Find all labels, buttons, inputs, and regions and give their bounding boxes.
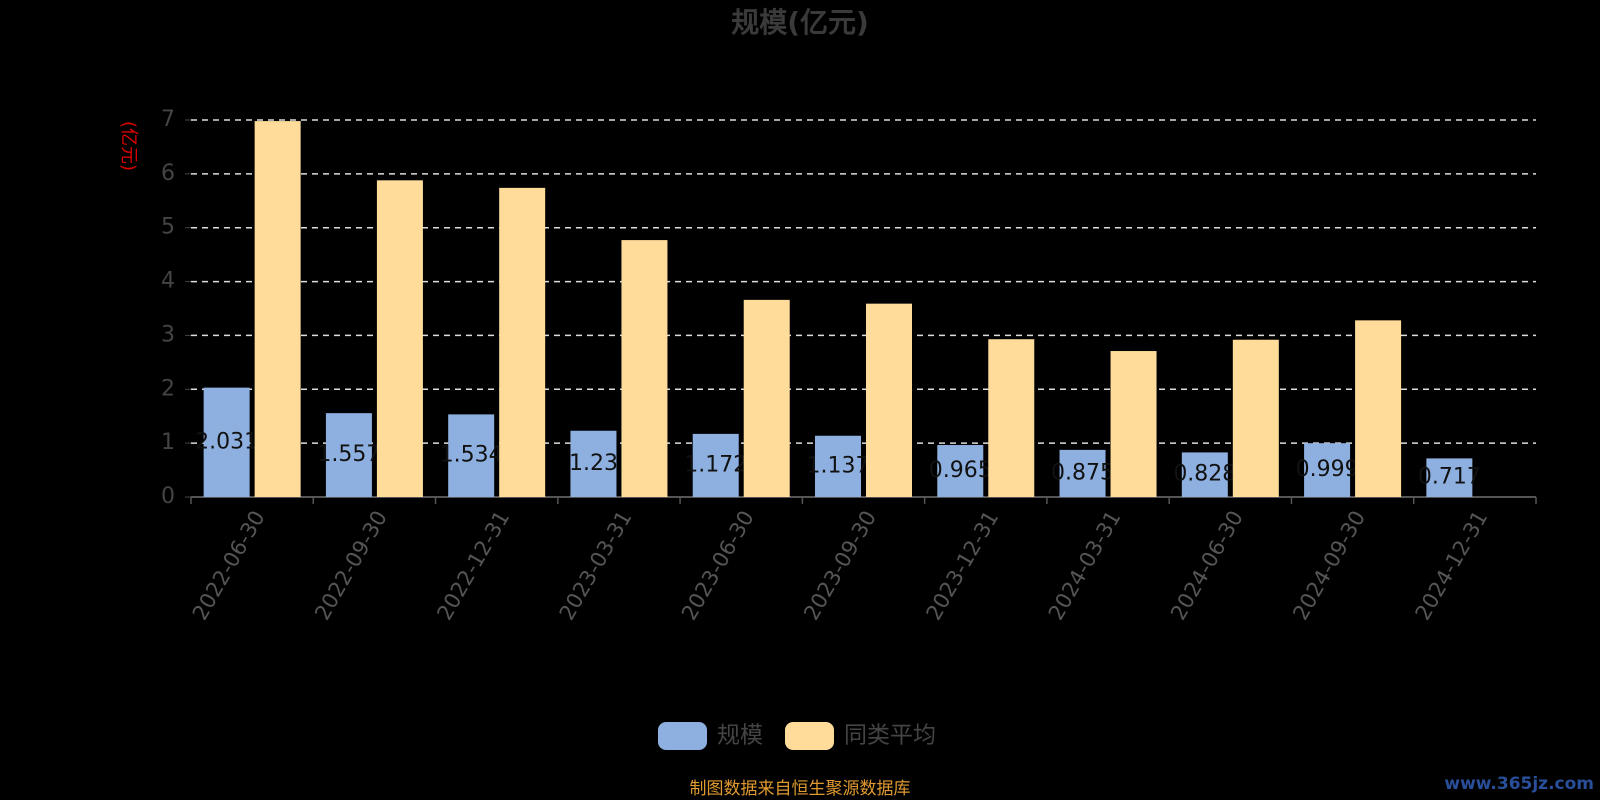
bar	[254, 121, 301, 497]
y-tick-label: 5	[161, 215, 175, 240]
value-label: 1.172	[684, 452, 747, 477]
bar	[499, 187, 546, 498]
y-tick-label: 0	[161, 484, 175, 509]
bar	[815, 435, 861, 497]
bar	[621, 240, 668, 497]
y-tick-label: 2	[161, 376, 175, 401]
y-tick-label: 4	[161, 269, 175, 294]
bar	[1181, 452, 1228, 497]
bar	[376, 180, 423, 497]
bar	[866, 303, 912, 497]
bar	[325, 413, 372, 497]
source-note: 制图数据来自恒生聚源数据库	[690, 779, 911, 799]
chart-title: 规模(亿元)	[731, 6, 869, 39]
bar	[743, 299, 790, 497]
legend-swatch	[658, 722, 707, 750]
bar	[1110, 351, 1157, 497]
bar	[1426, 458, 1473, 497]
bar	[1059, 449, 1106, 497]
y-tick-label: 7	[161, 107, 175, 132]
value-label: 0.875	[1051, 460, 1114, 485]
value-label: 0.717	[1418, 465, 1481, 490]
y-axis-label: (亿元)	[118, 121, 139, 171]
bar	[988, 339, 1035, 497]
value-label: 0.965	[929, 458, 992, 483]
value-label: 0.999	[1296, 457, 1359, 482]
y-tick-label: 1	[161, 430, 175, 455]
bar	[448, 414, 495, 497]
value-label: 1.557	[317, 442, 380, 467]
bar	[1232, 339, 1279, 497]
value-label: 1.137	[807, 453, 870, 478]
bar	[692, 433, 739, 497]
bar	[203, 387, 250, 497]
value-label: 0.828	[1173, 462, 1236, 487]
y-tick-label: 3	[161, 322, 175, 347]
legend-label: 规模	[717, 723, 763, 749]
bar	[1304, 443, 1351, 497]
legend-swatch	[785, 722, 834, 750]
bar	[570, 430, 617, 497]
value-label: 1.534	[440, 443, 503, 468]
y-tick-label: 6	[161, 161, 175, 186]
watermark: www.365jz.com	[1444, 774, 1594, 794]
value-label: 1.23	[569, 451, 618, 476]
value-label: 2.031	[195, 429, 258, 454]
bar	[1355, 320, 1402, 497]
bar	[937, 445, 984, 497]
legend-label: 同类平均	[844, 723, 936, 749]
